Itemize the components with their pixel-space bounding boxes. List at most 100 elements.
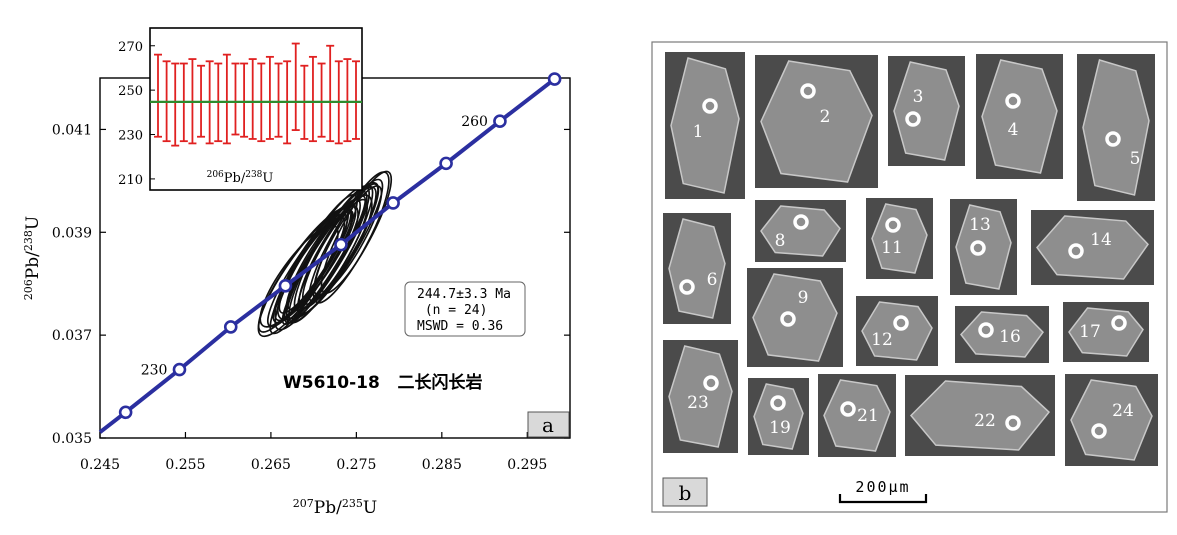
- grain-label: 23: [687, 393, 709, 413]
- analysis-spot: [770, 395, 786, 411]
- grain-crystal: [1070, 379, 1153, 461]
- grain-label: 2: [820, 107, 831, 127]
- age-marker: [172, 362, 187, 377]
- x-tick-label: 0.255: [165, 457, 205, 473]
- inset-error-bar: [265, 55, 274, 140]
- zircon-grain: 16: [955, 306, 1049, 363]
- inset-error-bar: [154, 53, 162, 138]
- grain-crystal: [871, 203, 928, 274]
- analysis-ellipse: [320, 170, 393, 294]
- analysis-spot: [793, 214, 809, 230]
- zircon-grain: 23: [663, 340, 738, 453]
- analysis-spot: [978, 322, 994, 338]
- grain-label: 13: [969, 215, 991, 235]
- panel-label-box: [527, 411, 570, 438]
- grain-label: 1: [693, 122, 704, 142]
- zircon-grain: 19: [748, 378, 809, 455]
- grain-crystal: [960, 311, 1044, 358]
- grain-label: 8: [775, 231, 786, 251]
- zircon-grain: 3: [888, 56, 965, 166]
- inset-error-bar: [274, 62, 283, 138]
- analysis-spot: [840, 401, 856, 417]
- grain-label: 16: [999, 327, 1021, 347]
- analysis-spot: [703, 375, 719, 391]
- grain-label: 11: [881, 238, 903, 258]
- grain-label: 19: [769, 418, 791, 438]
- concordia-curve: [98, 77, 556, 434]
- concordia-panel: 0.245 0.255 0.265 0.275 0.285 0.295 0.0350.03…: [22, 27, 571, 519]
- zircon-grain: 4: [976, 54, 1063, 179]
- grain-label: 9: [798, 288, 809, 308]
- zircon-grain: 12: [856, 296, 938, 366]
- grain-label: 14: [1090, 230, 1112, 250]
- grain-crystal: [1082, 59, 1150, 196]
- grain-crystal: [823, 379, 891, 452]
- age-marker-label: 230: [141, 363, 168, 379]
- x-axis-title: 207Pb/235U: [293, 497, 377, 519]
- inset-error-bar: [343, 58, 352, 143]
- zircon-grain: 8: [755, 200, 846, 262]
- zircon-grain: 6: [663, 213, 731, 324]
- grain-label: 3: [913, 87, 924, 107]
- x-tick-label: 0.245: [80, 457, 120, 473]
- analysis-spot: [780, 311, 796, 327]
- y-axis-title: 206Pb/238U: [22, 216, 44, 300]
- inset-tick-label: 270: [118, 40, 143, 55]
- grain-crystal: [670, 57, 740, 194]
- analysis-spot: [893, 315, 909, 331]
- inset-frame: [149, 27, 363, 191]
- zircon-grain: 17: [1063, 302, 1149, 362]
- scale-bar: [838, 494, 928, 504]
- inset-error-bar: [352, 60, 360, 140]
- grain-label: 12: [871, 330, 893, 350]
- analysis-spot: [1005, 415, 1021, 431]
- grain-crystal: [760, 60, 873, 183]
- scale-bar-label: 200μm: [855, 478, 910, 496]
- x-tick-label: 0.275: [336, 457, 376, 473]
- zircon-grain: 11: [866, 198, 933, 279]
- age-marker: [118, 405, 133, 420]
- analysis-spot: [702, 98, 718, 114]
- zircon-grain: 9: [747, 268, 843, 367]
- inset-tick-label: 250: [118, 84, 143, 99]
- grain-crystal: [1036, 215, 1149, 280]
- grain-label: 24: [1112, 401, 1134, 421]
- inset-error-bar: [231, 62, 240, 136]
- grain-label: 5: [1130, 149, 1141, 169]
- inset-tick-label: 230: [118, 129, 143, 144]
- zircon-grain: 2: [755, 55, 878, 188]
- inset-error-bar: [291, 42, 300, 131]
- zircon-grain: 1: [665, 52, 745, 199]
- analysis-spot: [800, 83, 816, 99]
- y-tick-label: 0.035: [52, 431, 92, 447]
- inset-error-bar: [308, 55, 317, 143]
- grain-label: 6: [707, 270, 718, 290]
- y-tick-label: 0.039: [52, 225, 92, 241]
- analysis-ellipse: [297, 178, 384, 315]
- result-n: (n = 24): [417, 303, 487, 318]
- grain-label: 17: [1079, 322, 1101, 342]
- panel-label-a: a: [542, 413, 554, 437]
- inset-axis-label: 206Pb/238U: [207, 170, 274, 186]
- x-tick-label: 0.295: [507, 457, 547, 473]
- result-mswd: MSWD = 0.36: [417, 319, 503, 334]
- grain-crystal: [760, 205, 841, 257]
- grain-crystal: [753, 383, 804, 450]
- grain-crystal: [861, 301, 933, 361]
- y-tick-label: 0.041: [52, 122, 92, 138]
- result-age: 244.7±3.3 Ma: [417, 287, 511, 302]
- analysis-spot: [679, 279, 695, 295]
- grain-crystal: [893, 61, 960, 161]
- sample-title: W5610-18 二长闪长岩: [283, 372, 483, 393]
- analysis-spot: [905, 111, 921, 127]
- analysis-ellipse: [283, 190, 368, 324]
- zircon-grain: 5: [1077, 54, 1155, 201]
- grain-crystal: [981, 59, 1058, 174]
- grain-crystal: [909, 380, 1051, 451]
- y-axis-ticks: 0.035 0.037 0.039 0.041: [52, 122, 570, 447]
- zircon-grain: 22: [905, 375, 1055, 456]
- analysis-spot: [1105, 131, 1121, 147]
- analysis-spot: [970, 240, 986, 256]
- analysis-spot: [1091, 423, 1107, 439]
- result-box: [404, 281, 526, 337]
